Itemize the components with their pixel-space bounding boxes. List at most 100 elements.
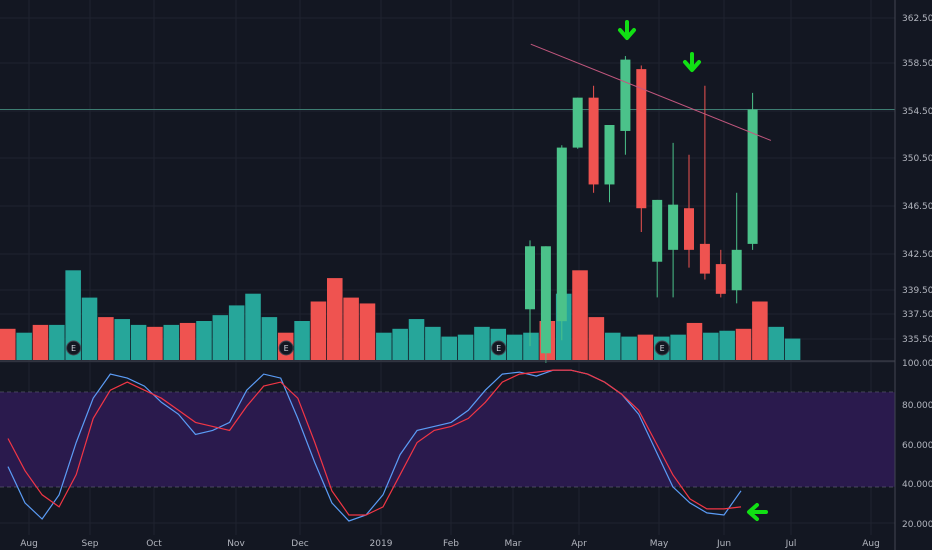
candle-body	[556, 147, 567, 322]
time-tick-label: Jul	[785, 539, 797, 549]
volume-bar	[441, 336, 457, 360]
earnings-label: E	[284, 344, 289, 353]
volume-bar	[81, 297, 98, 360]
earnings-label: E	[496, 344, 501, 353]
left-arrow-icon	[747, 503, 768, 521]
volume-bar	[572, 270, 588, 360]
price-tick-label: 350.50	[902, 154, 932, 164]
volume-bar	[98, 317, 114, 360]
volume-bar	[261, 317, 278, 360]
volume-bar	[637, 334, 654, 360]
time-tick-label: Feb	[443, 539, 459, 549]
volume-bar	[392, 328, 408, 360]
volume-bar	[621, 336, 637, 360]
earnings-label: E	[660, 344, 665, 353]
earnings-marker	[654, 340, 670, 356]
volume-bar	[179, 322, 196, 360]
time-tick-label: Mar	[505, 539, 522, 549]
volume-bar	[114, 319, 130, 360]
stoch-line	[7, 369, 742, 516]
oscillator-tick-label: 100.0000	[902, 359, 932, 369]
candle-body	[715, 264, 726, 294]
candle-body	[525, 246, 535, 310]
volume-bar	[359, 303, 376, 360]
volume-bar	[425, 326, 441, 360]
volume-bar	[327, 278, 343, 360]
volume-bar	[735, 328, 752, 360]
volume-bar	[49, 324, 65, 360]
earnings-marker	[66, 340, 82, 356]
time-tick-label: Apr	[571, 539, 587, 549]
time-tick-label: May	[650, 539, 669, 549]
volume-bar	[670, 334, 686, 360]
earnings-marker	[278, 340, 294, 356]
volume-bar	[343, 297, 359, 360]
volume-bar	[196, 321, 212, 360]
candle-body	[668, 204, 679, 250]
time-tick-label: Nov	[227, 539, 245, 549]
oscillator-tick-label: 60.0000	[902, 441, 932, 451]
price-tick-label: 335.50	[902, 335, 932, 345]
candle-body	[699, 243, 710, 274]
volume-bar	[310, 301, 327, 360]
time-tick-label: Sep	[82, 539, 99, 549]
stochastic-lines	[7, 369, 742, 522]
volume-bar	[376, 332, 392, 360]
oscillator-tick-label: 20.0000	[902, 520, 932, 530]
candle-body	[540, 246, 551, 354]
volume-bar	[768, 326, 784, 360]
candle-body	[588, 97, 599, 185]
candle-body	[620, 59, 631, 131]
candle-body	[652, 199, 663, 262]
oscillator-tick-label: 80.0000	[902, 401, 932, 411]
price-tick-label: 358.50	[902, 59, 932, 69]
down-arrow-icon	[683, 52, 701, 72]
volume-bar	[588, 317, 605, 360]
oscillator-axis[interactable]: 100.0000 80.0000 60.0000 40.0000 20.0000	[902, 359, 932, 530]
time-axis[interactable]: Aug Sep Oct Nov Dec 2019 Feb Mar Apr May Jun Jul Aug	[20, 539, 880, 549]
candle-body	[604, 125, 615, 185]
time-tick-label: 2019	[370, 539, 393, 549]
price-tick-label: 342.50	[902, 250, 932, 260]
volume-bar	[474, 326, 490, 360]
volume-bar	[506, 334, 523, 360]
time-tick-label: Oct	[146, 539, 162, 549]
volume-bar	[604, 332, 621, 360]
candle-body	[636, 69, 647, 209]
time-tick-label: Aug	[862, 539, 880, 549]
trendline	[530, 43, 772, 141]
oscillator-tick-label: 40.0000	[902, 480, 932, 490]
volume-bar	[294, 321, 310, 360]
stoch-band	[0, 392, 895, 487]
price-tick-label: 346.50	[902, 202, 932, 212]
price-tick-label: 339.50	[902, 286, 932, 296]
earnings-label: E	[71, 344, 76, 353]
volume-bar	[719, 330, 735, 360]
volume-bar	[686, 322, 703, 360]
volume-bar	[212, 315, 229, 360]
volume-bar	[16, 332, 32, 360]
volume-bar	[703, 332, 719, 360]
candle-body	[747, 109, 758, 244]
volume-bar	[163, 324, 180, 360]
candle-body	[684, 208, 694, 250]
volume-bar	[784, 338, 801, 360]
volume-bar	[245, 293, 261, 360]
price-axis[interactable]: 362.50 358.50 354.50 350.50 346.50 342.50 339.…	[902, 14, 932, 345]
volume-bar	[130, 324, 147, 360]
volume-bar	[752, 301, 768, 360]
price-tick-label: 354.50	[902, 107, 932, 117]
volume-bar	[228, 305, 245, 360]
volume-bar	[523, 332, 539, 360]
time-tick-label: Aug	[20, 539, 38, 549]
time-tick-label: Jun	[716, 539, 731, 549]
earnings-marker	[491, 340, 507, 356]
volume-bar	[147, 326, 163, 360]
down-arrow-icon	[618, 20, 636, 40]
price-tick-label: 362.50	[902, 14, 932, 24]
candlesticks	[525, 56, 758, 363]
time-tick-label: Dec	[291, 539, 308, 549]
volume-bar	[32, 324, 49, 360]
volume-bar	[0, 328, 16, 360]
